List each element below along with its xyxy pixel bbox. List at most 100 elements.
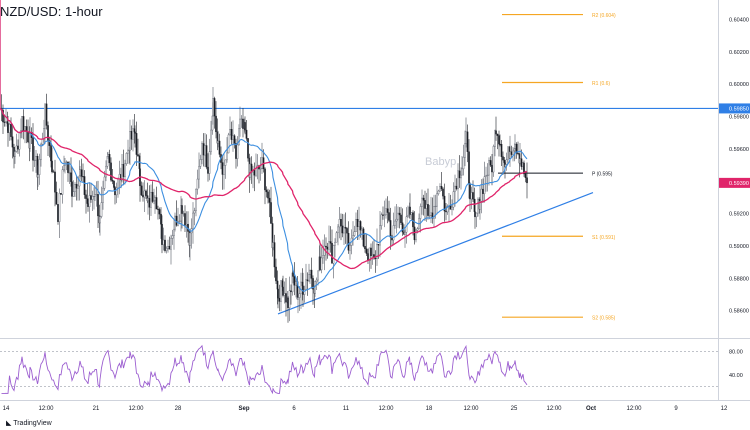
candle-body <box>8 123 11 133</box>
candle-body <box>91 196 94 200</box>
candle-body <box>268 197 271 203</box>
candle-body <box>52 171 55 173</box>
candle-body <box>227 134 230 154</box>
candle-body <box>365 248 368 254</box>
candle-body <box>454 185 456 192</box>
candle-body <box>312 278 314 290</box>
candle-body <box>322 255 324 259</box>
pivot-label-2: P (0.595) <box>592 172 613 178</box>
candle-body <box>325 245 327 248</box>
candle-body <box>358 221 360 227</box>
price-tick: 0.58600 <box>729 309 749 315</box>
candle-body <box>108 154 111 164</box>
time-tick: 12:00 <box>378 406 394 412</box>
candle-body <box>232 135 234 140</box>
candle-body <box>162 239 165 245</box>
candle-body <box>428 215 431 217</box>
candle-body <box>285 293 287 303</box>
candle-body <box>7 123 9 133</box>
candle-body <box>344 227 347 229</box>
candle-body <box>355 219 357 232</box>
candle-body <box>451 206 453 210</box>
candle-body <box>196 178 199 190</box>
candle-body <box>202 143 205 156</box>
candle-body <box>320 257 323 271</box>
candle-body <box>392 225 395 241</box>
candle-body <box>295 281 297 286</box>
trendline-segment <box>277 192 594 315</box>
candle-body <box>35 156 37 161</box>
candle-body <box>382 214 384 216</box>
candle-body <box>374 257 377 259</box>
candle-body <box>83 176 86 195</box>
candle-body <box>496 133 499 136</box>
price-label-current: 0.59390 <box>729 181 749 187</box>
pivot-label-4: S2 (0.585) <box>592 316 616 322</box>
candle-body <box>343 227 345 234</box>
candle-body <box>465 131 467 144</box>
candle-body <box>379 225 381 246</box>
candle-body <box>491 165 493 173</box>
candle-body <box>282 286 284 296</box>
candle-body <box>153 200 155 202</box>
candle-body <box>97 194 99 217</box>
candle-body <box>335 232 338 243</box>
candle-body <box>277 288 279 299</box>
candle-body <box>315 279 318 282</box>
time-tick: Oct <box>586 406 596 412</box>
candle-body <box>306 279 309 282</box>
candle-body <box>113 181 115 188</box>
candle-body <box>505 159 508 165</box>
candle-body <box>178 220 181 222</box>
price-tick: 0.59600 <box>729 147 749 153</box>
candle-body <box>500 143 503 157</box>
candle-body <box>352 235 354 239</box>
candle-body <box>461 168 463 176</box>
candle-body <box>469 183 471 200</box>
candle-body <box>65 161 68 163</box>
candle-body <box>58 193 61 222</box>
candle-body <box>386 208 389 213</box>
candle-body <box>460 174 462 179</box>
candle-body <box>32 137 34 161</box>
candle-body <box>221 162 224 175</box>
candle-body <box>132 128 134 140</box>
candle-body <box>37 174 39 178</box>
tradingview-icon: ◣ <box>6 420 14 427</box>
candle-body <box>388 212 390 221</box>
candle-body <box>310 269 313 279</box>
candle-body <box>210 129 212 152</box>
candle-body <box>488 160 490 176</box>
candle-body <box>127 149 129 154</box>
candle-body <box>502 156 504 161</box>
candle-body <box>287 297 289 309</box>
candle-body <box>477 198 479 214</box>
candle-body <box>314 281 316 294</box>
candle-body <box>54 171 56 193</box>
candle-body <box>213 98 216 117</box>
candle-body <box>361 228 363 231</box>
candle-body <box>259 167 262 170</box>
candle-body <box>15 145 18 152</box>
candle-body <box>10 123 12 137</box>
candle-body <box>380 214 383 226</box>
pivot-levels: R2 (0.604) R1 (0.6) P (0.595) S1 (0.591) S2 … <box>498 13 616 322</box>
candle-body <box>424 200 426 209</box>
candle-body <box>470 192 473 200</box>
candle-body <box>433 206 435 219</box>
candle-body <box>170 238 172 250</box>
candle-body <box>142 194 144 198</box>
candle-body <box>21 116 23 131</box>
candle-body <box>305 279 307 290</box>
candle-body <box>328 241 330 250</box>
candle-body <box>38 159 41 175</box>
candle-body <box>326 246 329 250</box>
price-tick: 0.59000 <box>729 244 749 250</box>
candle-body <box>346 228 348 234</box>
candle-body <box>205 145 208 168</box>
candle-body <box>338 219 341 228</box>
candle-body <box>24 126 26 131</box>
candle-body <box>29 132 31 149</box>
candle-body <box>431 212 434 219</box>
